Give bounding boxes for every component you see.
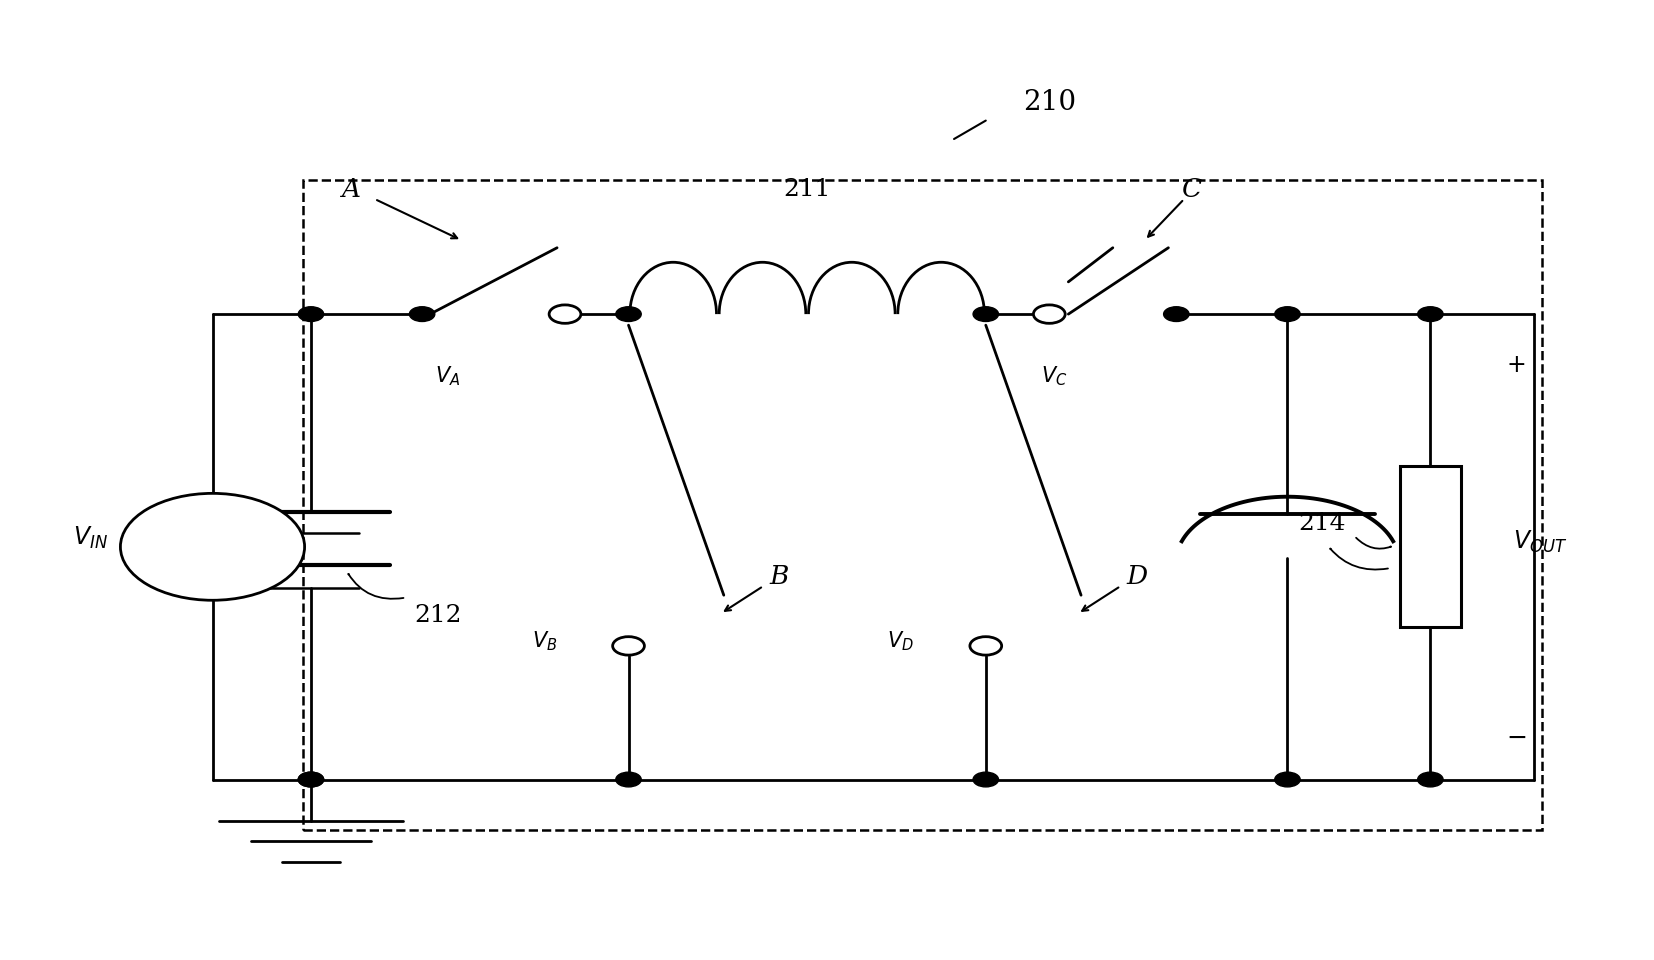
Circle shape [549,305,581,324]
Text: −: − [205,559,220,578]
Bar [303,180,1542,830]
Circle shape [410,307,435,322]
Circle shape [973,307,999,322]
Text: $V_C$: $V_C$ [1042,365,1068,389]
Circle shape [1417,772,1442,787]
Text: B: B [769,564,789,589]
Circle shape [1417,307,1442,322]
Circle shape [612,636,645,655]
FancyArrowPatch shape [1330,548,1388,569]
Text: $V_{OUT}$: $V_{OUT}$ [1513,529,1568,555]
Text: $V_{IN}$: $V_{IN}$ [73,524,108,551]
Circle shape [298,772,324,787]
FancyArrowPatch shape [1356,538,1391,549]
Circle shape [973,772,999,787]
Text: 214: 214 [1298,513,1346,536]
Circle shape [298,772,324,787]
Circle shape [615,772,642,787]
FancyArrowPatch shape [349,574,404,599]
Text: +: + [1507,352,1527,376]
Circle shape [615,307,642,322]
Circle shape [969,636,1002,655]
Text: −: − [1507,726,1528,750]
Text: C: C [1183,178,1202,203]
Circle shape [298,307,324,322]
Text: 212: 212 [414,605,461,628]
Circle shape [121,493,304,600]
Circle shape [1275,307,1300,322]
Circle shape [1164,307,1189,322]
Text: 211: 211 [784,179,830,202]
Bar [1401,467,1460,628]
Text: +: + [205,519,220,538]
Text: $V_B$: $V_B$ [531,630,557,653]
Text: 213: 213 [1399,572,1446,595]
Text: $V_D$: $V_D$ [888,630,915,653]
Circle shape [1275,772,1300,787]
Circle shape [1034,305,1065,324]
Text: 210: 210 [1022,88,1075,115]
Text: A: A [341,178,361,203]
Text: $V_A$: $V_A$ [435,365,460,389]
Text: D: D [1126,564,1148,589]
